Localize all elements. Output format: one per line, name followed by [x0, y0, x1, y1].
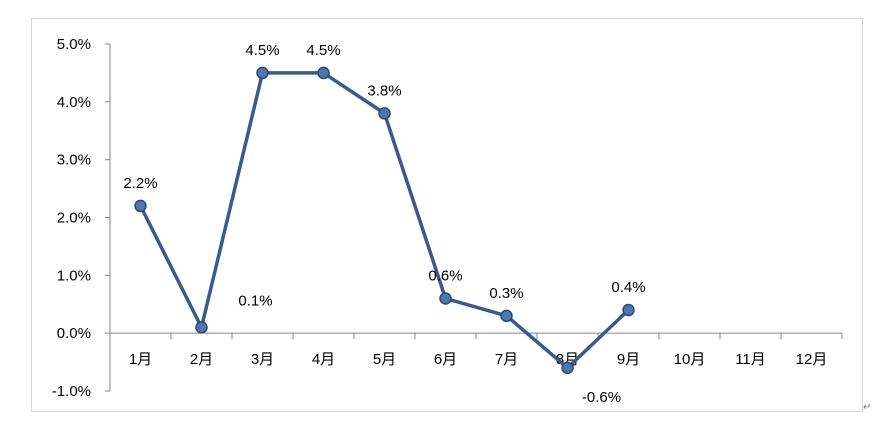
x-tick-label: 2月	[190, 351, 213, 368]
x-tick-label: 11月	[735, 351, 766, 368]
x-axis-ticks: 1月 2月 3月 4月 5月 6月 7月 8月 9月 10月 11月 12月	[109, 333, 843, 368]
data-label: 0.4%	[611, 279, 645, 296]
x-tick-label: 6月	[434, 351, 457, 368]
y-tick-label: -1.0%	[52, 383, 91, 400]
x-tick-label: 7月	[495, 351, 518, 368]
data-point	[134, 199, 147, 213]
data-point	[439, 292, 452, 305]
y-tick-label: 2.0%	[57, 210, 91, 227]
data-label: 3.8%	[367, 82, 401, 99]
data-point	[500, 309, 513, 323]
data-label: 4.5%	[306, 42, 340, 59]
data-point	[378, 107, 391, 120]
x-tick-label: 4月	[312, 351, 335, 368]
data-points	[134, 66, 635, 375]
chart-frame	[31, 18, 863, 412]
data-label: 2.2%	[123, 175, 157, 192]
data-label: 0.3%	[489, 285, 523, 302]
data-label: 0.1%	[238, 292, 272, 309]
y-tick-label: 1.0%	[57, 267, 91, 284]
y-tick-label: 5.0%	[57, 36, 91, 53]
x-tick-label: 3月	[251, 351, 274, 368]
y-tick-label: 0.0%	[57, 325, 91, 342]
x-tick-label: 1月	[129, 351, 152, 368]
data-labels: 2.2% 0.1% 4.5% 4.5% 3.8% 0.6% 0.3% -0.6% 0.4%	[123, 42, 645, 406]
x-tick-label: 5月	[373, 351, 396, 368]
data-point	[561, 361, 574, 375]
y-tick-label: 3.0%	[57, 152, 91, 169]
data-label: -0.6%	[582, 389, 621, 406]
x-tick-label: 12月	[796, 351, 828, 368]
data-point	[195, 321, 208, 334]
data-point	[317, 66, 330, 80]
data-label: 0.6%	[428, 267, 462, 284]
paragraph-return-mark: ↵	[863, 402, 872, 413]
data-point	[622, 303, 635, 317]
x-tick-label: 10月	[674, 351, 706, 368]
y-tick-label: 4.0%	[57, 94, 91, 111]
y-axis-ticks: 5.0% 4.0% 3.0% 2.0% 1.0% 0.0% -1.0%	[52, 36, 110, 400]
data-label: 4.5%	[245, 42, 279, 59]
x-tick-label: 9月	[617, 351, 640, 368]
data-point	[256, 66, 269, 80]
